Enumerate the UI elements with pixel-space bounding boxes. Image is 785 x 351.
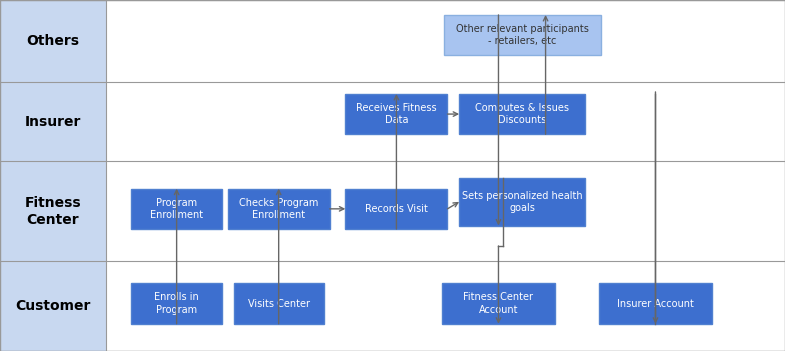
Text: Fitness
Center: Fitness Center xyxy=(24,196,82,227)
FancyBboxPatch shape xyxy=(234,284,323,324)
Bar xyxy=(0,261,785,351)
Text: Visits Center: Visits Center xyxy=(248,299,309,309)
Text: Fitness Center
Account: Fitness Center Account xyxy=(463,292,534,315)
FancyBboxPatch shape xyxy=(345,94,447,134)
Bar xyxy=(0,0,785,82)
Text: Others: Others xyxy=(27,34,79,48)
FancyBboxPatch shape xyxy=(441,284,556,324)
FancyBboxPatch shape xyxy=(345,189,447,229)
Bar xyxy=(106,161,785,261)
Text: Customer: Customer xyxy=(15,299,91,313)
FancyBboxPatch shape xyxy=(459,178,585,225)
Text: Receives Fitness
Data: Receives Fitness Data xyxy=(356,103,436,125)
FancyBboxPatch shape xyxy=(459,94,585,134)
Bar xyxy=(106,82,785,161)
Text: Enrolls in
Program: Enrolls in Program xyxy=(154,292,199,315)
FancyBboxPatch shape xyxy=(228,189,330,229)
Text: Insurer Account: Insurer Account xyxy=(617,299,694,309)
FancyBboxPatch shape xyxy=(444,15,601,55)
Bar xyxy=(106,0,785,82)
Text: Insurer: Insurer xyxy=(25,115,81,129)
Text: Computes & Issues
Discounts: Computes & Issues Discounts xyxy=(475,103,569,125)
Bar xyxy=(106,261,785,351)
Bar xyxy=(0,82,785,161)
Text: Other relevant participants
- retailers, etc: Other relevant participants - retailers,… xyxy=(455,24,589,46)
Bar xyxy=(0,161,785,261)
FancyBboxPatch shape xyxy=(132,284,222,324)
Text: Checks Program
Enrollment: Checks Program Enrollment xyxy=(239,198,319,220)
Text: Sets personalized health
goals: Sets personalized health goals xyxy=(462,191,582,213)
FancyBboxPatch shape xyxy=(132,189,222,229)
Text: Records Visit: Records Visit xyxy=(365,204,428,214)
Text: Program
Enrollment: Program Enrollment xyxy=(150,198,203,220)
FancyBboxPatch shape xyxy=(598,284,713,324)
